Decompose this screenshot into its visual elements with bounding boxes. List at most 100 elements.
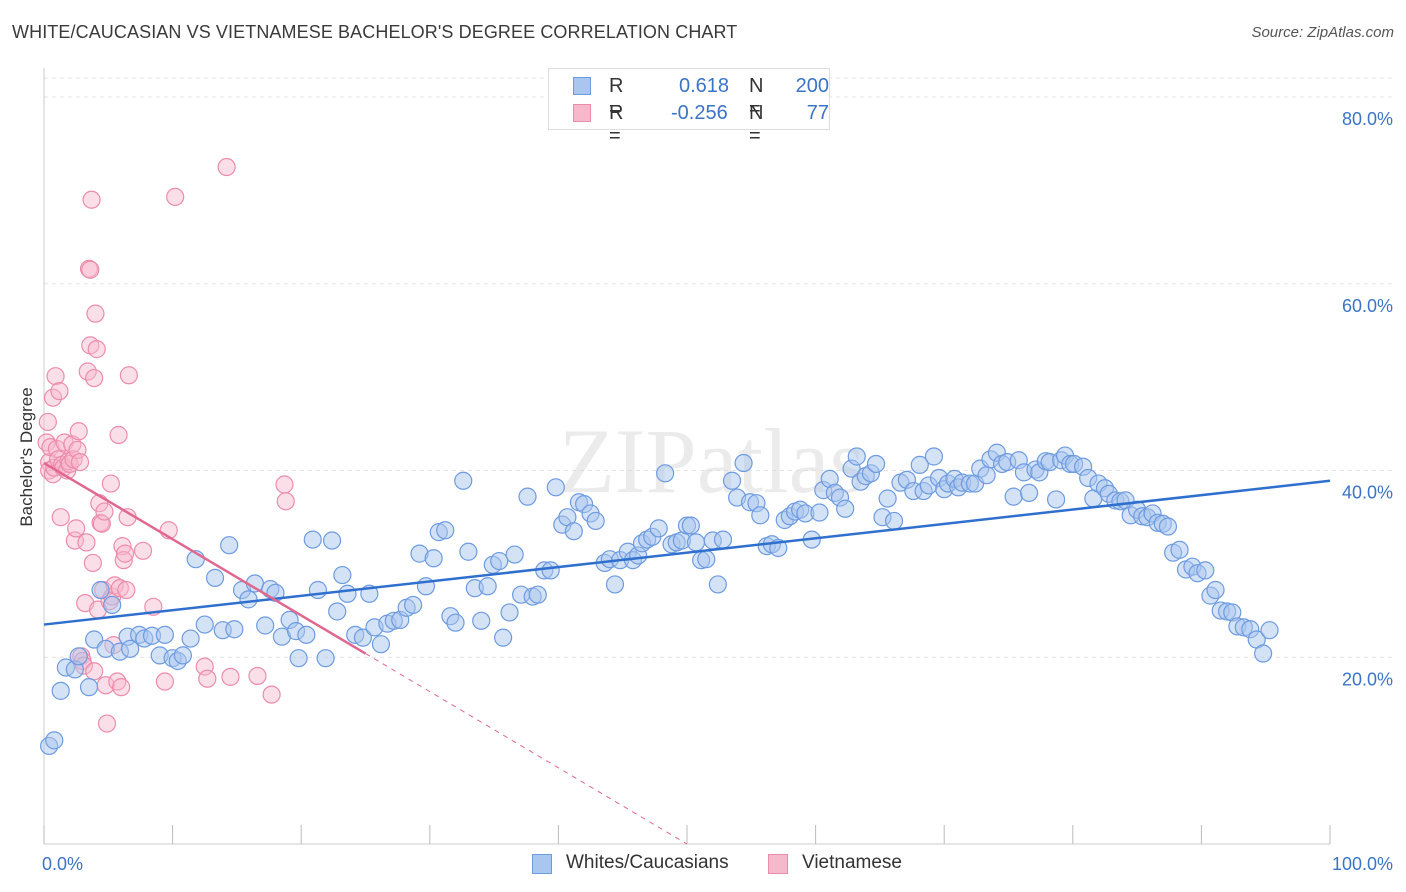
whites-point <box>697 550 716 569</box>
y-tick-label: 60.0% <box>1342 296 1393 316</box>
whites-point <box>810 503 829 522</box>
whites-point <box>924 447 944 466</box>
whites-point <box>205 568 225 587</box>
vietnamese-point <box>46 367 65 386</box>
vietnamese-point <box>85 662 104 681</box>
watermark: ZIPatlas <box>559 410 866 512</box>
whites-point <box>1046 490 1066 509</box>
whites-points <box>40 443 1279 756</box>
whites-point <box>500 603 519 622</box>
whites-point <box>79 678 99 697</box>
whites-point <box>173 646 192 665</box>
whites-point <box>1196 561 1215 580</box>
whites-point <box>353 628 373 647</box>
vietnamese-point <box>275 475 294 494</box>
y-tick-label: 40.0% <box>1342 483 1393 503</box>
vietnamese-point <box>113 537 132 556</box>
vietnamese-point <box>78 362 97 381</box>
whites-point <box>1019 483 1039 503</box>
vietnamese-point <box>86 304 105 323</box>
whites-point <box>490 551 509 571</box>
vietnamese-point <box>133 541 153 560</box>
whites-point <box>708 575 727 594</box>
vietnamese-point <box>262 685 281 704</box>
whites-point <box>256 616 275 635</box>
vietnamese-point <box>50 382 69 401</box>
vietnamese-point <box>248 666 267 686</box>
tick-labels: 20.0% 40.0% 60.0% 80.0% 0.0% 100.0% <box>42 109 1393 874</box>
x-tick-label: 100.0% <box>1332 854 1393 874</box>
legend-label: Whites/Caucasians <box>566 852 729 873</box>
vietnamese-point <box>38 412 57 432</box>
vietnamese-point <box>43 388 63 407</box>
whites-point <box>734 453 753 473</box>
whites-point <box>878 489 897 508</box>
whites-point <box>605 575 625 594</box>
vietnamese-trend-extension <box>365 653 688 845</box>
r-value: 0.618 <box>679 75 730 97</box>
whites-point <box>1170 540 1189 559</box>
whites-point <box>1254 644 1273 663</box>
x-tick-label: 0.0% <box>42 854 83 874</box>
whites-point <box>494 628 513 647</box>
r-value: -0.256 <box>671 102 728 124</box>
vietnamese-point <box>91 513 110 532</box>
vietnamese-point <box>95 502 114 521</box>
whites-swatch <box>532 854 552 874</box>
whites-point <box>649 519 668 538</box>
whites-point <box>424 549 443 568</box>
whites-point <box>656 464 675 483</box>
whites-point <box>546 478 565 497</box>
whites-point <box>478 577 497 596</box>
source-label: Source: ZipAtlas.com <box>1251 24 1394 41</box>
whites-point <box>866 454 886 474</box>
vietnamese-point <box>115 544 135 563</box>
whites-point <box>446 613 465 632</box>
whites-point <box>289 649 308 668</box>
vietnamese-point <box>114 551 133 570</box>
whites-point <box>884 511 904 531</box>
y-axis-label: Bachelor's Degree <box>17 387 36 526</box>
whites-point <box>977 466 996 485</box>
vietnamese-point <box>119 366 138 385</box>
n-value: 77 <box>806 102 829 124</box>
whites-point <box>586 511 605 531</box>
vietnamese-point <box>109 425 128 445</box>
whites-point <box>836 499 855 518</box>
whites-point <box>322 531 342 550</box>
chart-title: WHITE/CAUCASIAN VS VIETNAMESE BACHELOR'S… <box>12 22 738 42</box>
vietnamese-point <box>51 508 70 527</box>
whites-point <box>303 530 322 549</box>
whites-point <box>564 522 583 541</box>
vietnamese-point <box>85 368 104 388</box>
whites-trend-line <box>43 479 1331 626</box>
n-value: 200 <box>795 75 829 97</box>
trend-lines <box>43 461 1331 845</box>
r-label: R = <box>609 102 624 147</box>
whites-point <box>681 516 700 535</box>
vietnamese-point <box>83 553 102 573</box>
whites-point <box>1260 621 1279 640</box>
whites-point <box>528 585 547 604</box>
whites-point <box>51 681 70 700</box>
n-label: N = <box>749 102 764 147</box>
vietnamese-point <box>166 187 185 207</box>
whites-point <box>328 602 347 621</box>
vietnamese-point <box>87 340 106 359</box>
vietnamese-point <box>198 669 217 688</box>
whites-point <box>338 584 357 603</box>
legend-label: Vietnamese <box>802 852 902 873</box>
whites-point <box>910 455 929 474</box>
whites-point <box>181 629 200 648</box>
whites-point <box>220 536 239 555</box>
vietnamese-point <box>110 579 129 598</box>
vietnamese-point <box>221 667 240 686</box>
vietnamese-point <box>117 580 136 600</box>
whites-point <box>155 625 174 644</box>
whites-point <box>69 647 88 666</box>
whites-point <box>239 590 258 609</box>
whites-point <box>403 595 423 615</box>
whites-point <box>1158 517 1178 536</box>
vietnamese-point <box>101 474 120 493</box>
whites-point <box>225 620 244 639</box>
